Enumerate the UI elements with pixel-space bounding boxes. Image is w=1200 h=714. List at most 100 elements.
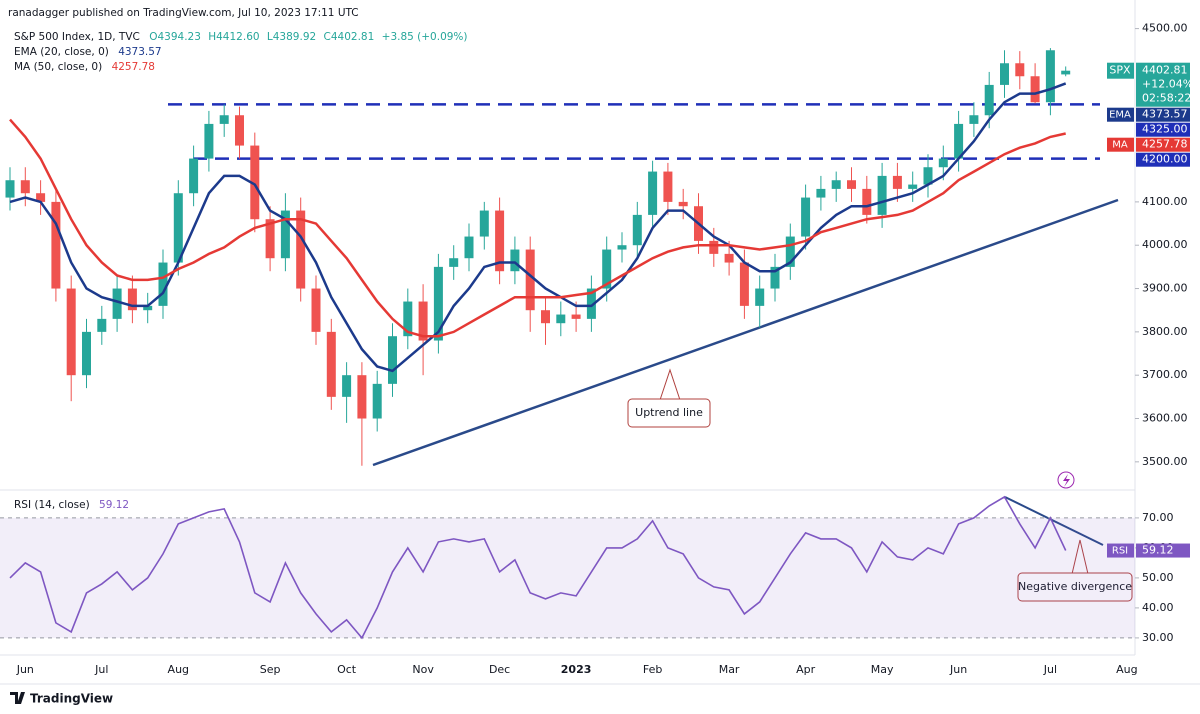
candle-body bbox=[403, 301, 413, 337]
x-tick-label: Sep bbox=[260, 663, 281, 676]
candle-body bbox=[602, 249, 612, 289]
candle-body bbox=[5, 180, 15, 198]
y-tick-label: 30.00 bbox=[1142, 631, 1174, 644]
price-legend: S&P 500 Index, 1D, TVC O4394.23 H4412.60… bbox=[14, 31, 468, 43]
candle-body bbox=[280, 210, 290, 259]
tag-name: SPX bbox=[1109, 64, 1131, 77]
x-tick-label: Mar bbox=[719, 663, 740, 676]
candle-body bbox=[464, 236, 474, 259]
candle-body bbox=[449, 258, 459, 267]
price-tag-text: +12.04% bbox=[1142, 78, 1193, 91]
candle-body bbox=[1015, 63, 1025, 77]
ma-value: 4257.78 bbox=[112, 61, 155, 73]
candle-body bbox=[342, 375, 352, 397]
candle-body bbox=[678, 201, 688, 207]
x-tick-label: Nov bbox=[412, 663, 434, 676]
event-icon-bolt bbox=[1063, 474, 1070, 487]
y-tick-label: 3900.00 bbox=[1142, 282, 1188, 295]
price-tag bbox=[1136, 137, 1190, 152]
candle-body bbox=[632, 214, 642, 246]
candle-body bbox=[1045, 50, 1055, 103]
candle-body bbox=[801, 197, 811, 237]
divergence-line bbox=[1004, 496, 1104, 546]
candle-body bbox=[938, 158, 948, 168]
change-label: +3.85 (+0.09%) bbox=[382, 31, 468, 43]
tag-name-box bbox=[1107, 137, 1134, 152]
candle-body bbox=[158, 262, 168, 306]
price-tag bbox=[1136, 107, 1190, 122]
candle-body bbox=[785, 236, 795, 267]
ma-legend: MA (50, close, 0) 4257.78 bbox=[14, 61, 155, 73]
candle-body bbox=[571, 314, 581, 319]
candle-body bbox=[617, 245, 627, 250]
candle-body bbox=[724, 253, 734, 263]
candle-body bbox=[831, 180, 841, 189]
candle-body bbox=[36, 193, 46, 202]
tag-name-box bbox=[1107, 107, 1134, 122]
tag-name: RSI bbox=[1112, 546, 1128, 557]
candle-body bbox=[1061, 70, 1071, 75]
candle-body bbox=[755, 288, 765, 306]
candle-body bbox=[984, 84, 994, 116]
ma-name: MA (50, close, 0) bbox=[14, 61, 102, 73]
y-tick-label: 4500.00 bbox=[1142, 22, 1188, 35]
candle-body bbox=[816, 188, 826, 198]
candle-body bbox=[877, 175, 887, 215]
candle-body bbox=[847, 180, 856, 189]
x-tick-label: Dec bbox=[489, 663, 510, 676]
price-tag-text: 4257.78 bbox=[1142, 138, 1188, 151]
x-tick-label: Jun bbox=[949, 663, 967, 676]
open-label: O4394.23 bbox=[149, 31, 201, 43]
price-tag-text: 02:58:22 bbox=[1142, 92, 1191, 105]
candle-body bbox=[862, 188, 872, 215]
candle-body bbox=[739, 262, 749, 306]
candle-body bbox=[219, 115, 229, 124]
candle-body bbox=[388, 336, 397, 384]
symbol-title: S&P 500 Index, 1D, TVC bbox=[14, 31, 140, 43]
candle-body bbox=[648, 171, 658, 215]
y-tick-label: 70.00 bbox=[1142, 511, 1174, 524]
candle-body bbox=[510, 249, 520, 272]
candle-body bbox=[20, 180, 30, 194]
uptrend-line bbox=[372, 198, 1119, 467]
rsi-band bbox=[0, 517, 1135, 638]
x-tick-label: Jul bbox=[94, 663, 108, 676]
line bbox=[9, 82, 1067, 373]
candle-body bbox=[525, 249, 535, 311]
candle-body bbox=[908, 184, 918, 189]
candle-body bbox=[66, 288, 76, 376]
y-tick-label: 3500.00 bbox=[1142, 455, 1188, 468]
candle-body bbox=[296, 210, 306, 289]
candle-body bbox=[112, 288, 122, 319]
candle-body bbox=[173, 193, 183, 263]
price-tag-text: 4200.00 bbox=[1142, 153, 1188, 166]
candle-body bbox=[143, 305, 153, 311]
y-tick-label: 4000.00 bbox=[1142, 238, 1188, 251]
price-tag bbox=[1136, 122, 1190, 137]
publisher: ranadagger published on TradingView.com,… bbox=[8, 7, 359, 19]
event-icon[interactable] bbox=[1057, 471, 1075, 489]
candle-body bbox=[250, 145, 260, 220]
candle-body bbox=[586, 288, 596, 319]
candle-body bbox=[541, 310, 550, 324]
candle-body bbox=[954, 123, 964, 159]
candle-body bbox=[51, 201, 61, 289]
candle-body bbox=[433, 266, 443, 341]
ema-legend: EMA (20, close, 0) 4373.57 bbox=[14, 46, 162, 58]
x-tick-label: Apr bbox=[796, 663, 816, 676]
y-tick-label: 4100.00 bbox=[1142, 195, 1188, 208]
candle-body bbox=[495, 210, 505, 272]
annotation-pointer bbox=[659, 368, 681, 401]
candle-body bbox=[663, 171, 673, 202]
candle-body bbox=[189, 158, 199, 194]
candle-body bbox=[357, 375, 367, 419]
candle-body bbox=[479, 210, 489, 237]
candle-body bbox=[372, 383, 382, 419]
annotation-text: Uptrend line bbox=[635, 406, 703, 419]
candle-body bbox=[770, 266, 780, 289]
candle-body bbox=[418, 301, 428, 341]
y-tick-label: 3600.00 bbox=[1142, 412, 1188, 425]
y-tick-label: 3800.00 bbox=[1142, 325, 1188, 338]
